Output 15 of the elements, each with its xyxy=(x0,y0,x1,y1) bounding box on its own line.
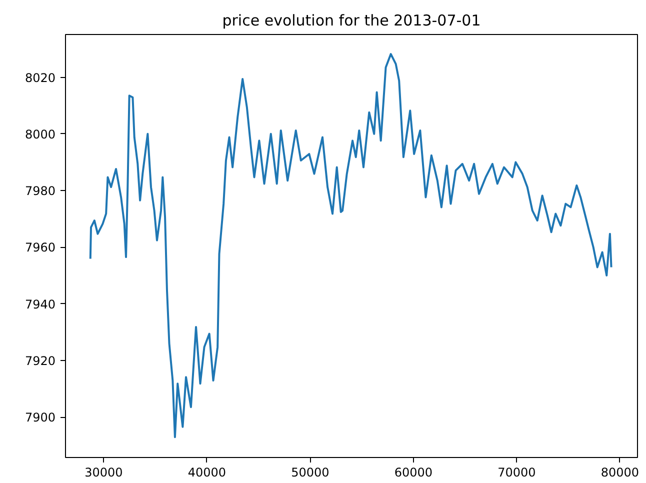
y-tick-label: 7940 xyxy=(24,297,56,312)
y-tick-label: 7960 xyxy=(24,240,56,255)
y-tick-label: 8000 xyxy=(24,127,56,142)
y-tick-label: 7980 xyxy=(24,184,56,198)
x-tick-label: 50000 xyxy=(291,466,330,480)
x-tick-label: 40000 xyxy=(188,466,226,480)
chart-title: price evolution for the 2013-07-01 xyxy=(222,12,481,30)
y-tick-label: 7920 xyxy=(24,354,56,368)
line-series xyxy=(89,53,612,438)
x-tick-label: 30000 xyxy=(84,466,123,480)
x-tick-label: 80000 xyxy=(600,466,640,480)
x-tick-label: 70000 xyxy=(498,466,536,480)
y-tick-label: 7900 xyxy=(24,410,56,425)
x-tick-label: 60000 xyxy=(394,466,433,480)
y-tick-label: 8020 xyxy=(24,70,56,85)
